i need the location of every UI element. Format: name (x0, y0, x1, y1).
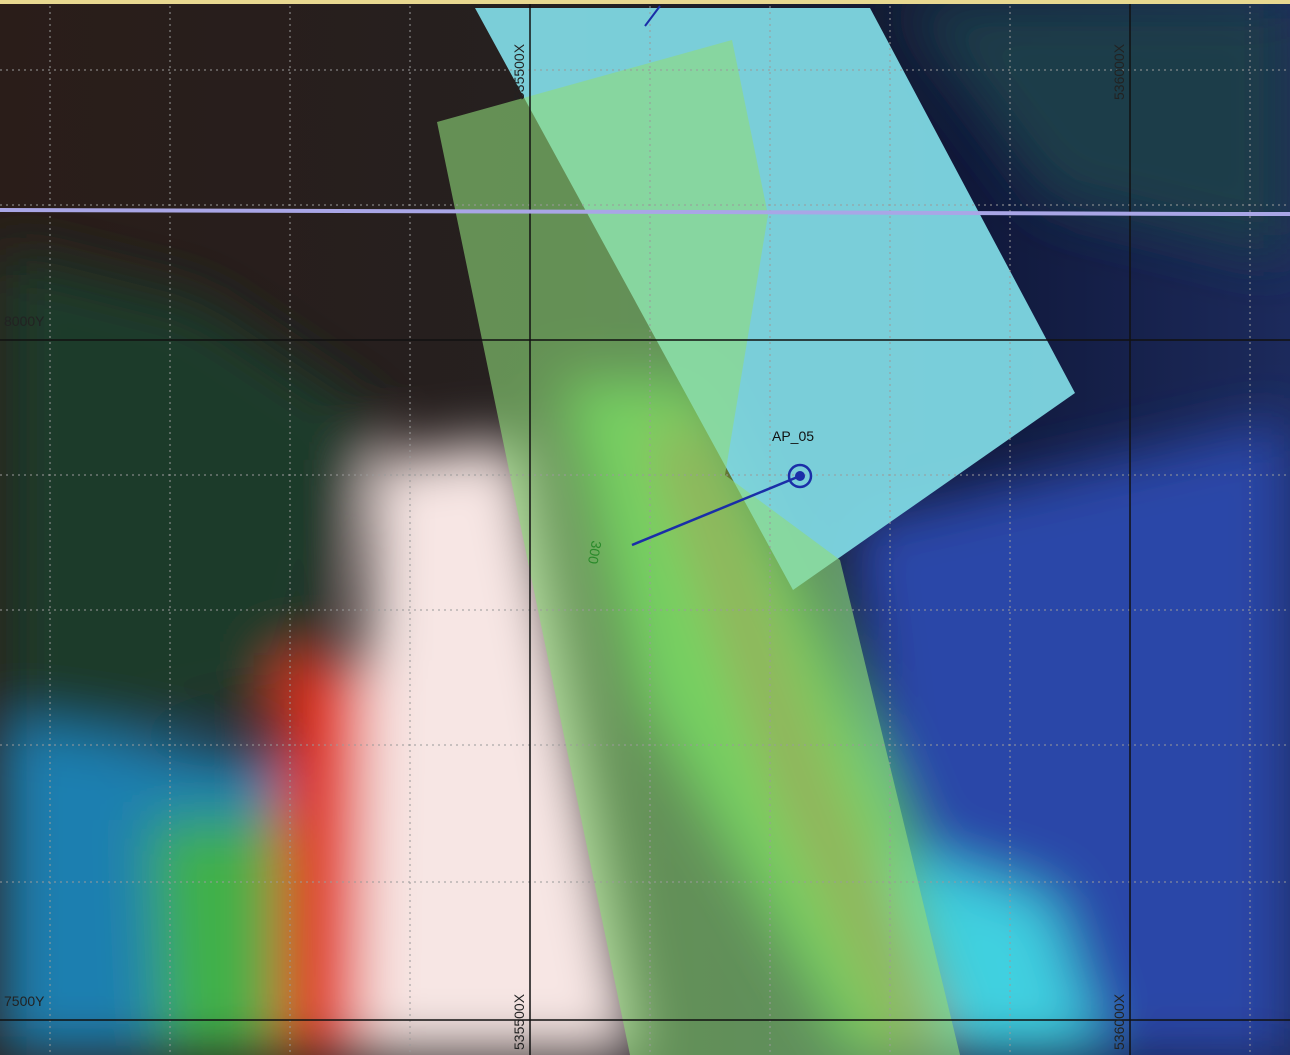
depth-label: 300 (585, 539, 605, 565)
well-symbol (787, 463, 813, 489)
x-label: 535500X (511, 993, 527, 1050)
grid-labels: 535500X 536000X 535500X 536000X 8000Y 75… (4, 43, 1127, 1050)
y-label: 8000Y (4, 313, 45, 329)
well-trace (644, 5, 661, 27)
y-label: 7500Y (4, 993, 45, 1009)
well-symbol (795, 471, 805, 481)
well-label: AP_05 (772, 428, 814, 444)
well-trace (631, 474, 801, 547)
section-line (0, 208, 1290, 216)
well: AP_05 300 (585, 428, 814, 565)
x-label: 536000X (1111, 43, 1127, 100)
x-label: 535500X (511, 43, 527, 100)
x-label: 536000X (1111, 993, 1127, 1050)
top-border (0, 0, 1290, 4)
